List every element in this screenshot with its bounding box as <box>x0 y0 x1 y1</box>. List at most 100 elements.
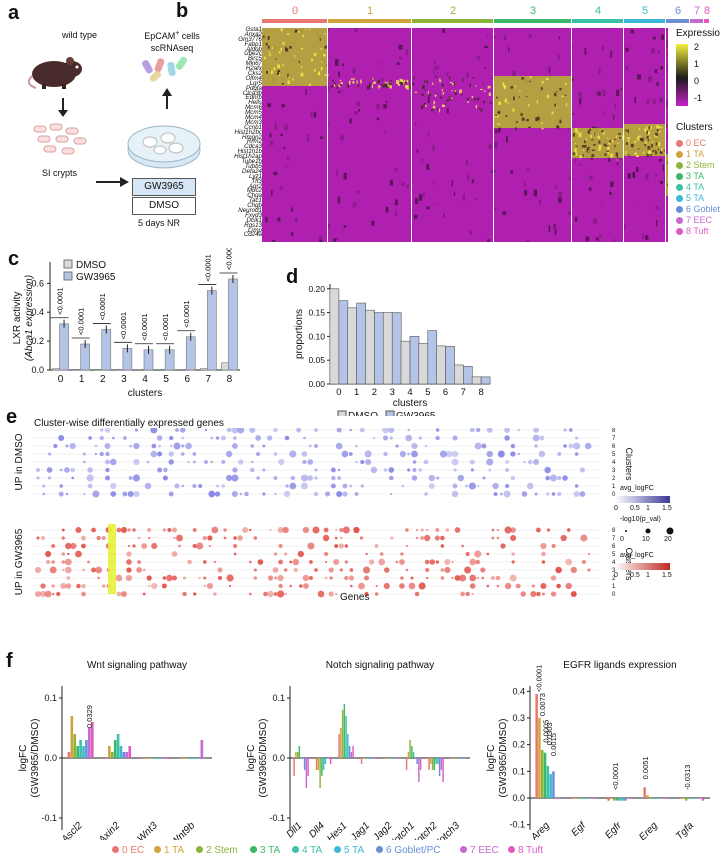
dotplot-dot <box>198 484 203 488</box>
dotplot-dot <box>482 476 486 480</box>
heatmap-texture <box>558 197 562 203</box>
legend-gw3965-swatch <box>63 271 73 281</box>
logfc-bar <box>682 798 685 799</box>
heatmap-texture <box>627 139 630 142</box>
dotplot-dot <box>65 583 72 589</box>
heatmap-texture <box>478 108 482 110</box>
heatmap-texture <box>587 150 590 152</box>
dotplot-dot <box>451 560 454 564</box>
dotplot-dot <box>411 475 418 481</box>
dotplot-dot <box>87 483 93 489</box>
dotplot-dot <box>83 492 86 496</box>
heatmap-texture <box>426 80 429 84</box>
heatmap-texture <box>270 69 274 74</box>
p-value-label: 0.0329 <box>85 705 94 728</box>
dotplot-dot <box>408 582 416 590</box>
cluster-legend-item: 0 EC <box>112 845 144 856</box>
heatmap-texture <box>448 96 452 101</box>
heatmap-texture <box>505 135 508 143</box>
dotplot-dot <box>299 584 303 588</box>
legend-gw3965-swatch <box>385 410 395 416</box>
dotplot-dot <box>334 544 339 548</box>
dotplot-dot <box>505 468 509 472</box>
dotplot-row-label: 0 <box>612 592 616 598</box>
logfc-bar <box>541 750 544 798</box>
logfc-bar <box>142 758 146 759</box>
dotplot-dot <box>51 584 55 588</box>
heatmap-texture <box>642 233 644 240</box>
dotplot-dot <box>120 591 127 597</box>
dotplot-dot <box>226 474 233 482</box>
subplot-title: Notch signaling pathway <box>326 660 434 671</box>
heatmap-texture <box>399 81 402 84</box>
cluster-legend-label: 2 Stem <box>206 845 238 856</box>
dotplot-dot <box>99 435 104 441</box>
heatmap-texture <box>308 28 311 31</box>
heatmap-texture <box>666 53 668 58</box>
dotplot-dot <box>300 474 308 482</box>
heatmap-texture <box>627 137 631 140</box>
dotplot-dot <box>277 526 284 534</box>
heatmap-texture <box>302 34 304 38</box>
dotplot-dot <box>362 566 371 574</box>
dotplot-dot <box>428 474 435 482</box>
dotplot-dot <box>132 474 141 482</box>
heatmap-texture <box>461 93 463 96</box>
p-value-label: <0.0001 <box>203 254 212 281</box>
dotplot-dot <box>156 435 163 441</box>
cluster-legend-label: 2 Stem <box>686 160 715 170</box>
logfc-bar <box>119 746 123 758</box>
dotplot-dot <box>257 559 264 565</box>
dotplot-dot <box>273 592 278 596</box>
heatmap-texture <box>434 94 437 97</box>
heatmap-gene-label: Tubb5 <box>244 162 262 170</box>
dotplot-dot <box>439 450 447 458</box>
dotplot-dot <box>82 452 86 456</box>
y-tick-label: 0.2 <box>512 740 525 750</box>
logfc-bar <box>395 758 398 759</box>
p-value-label: <0.0001 <box>56 287 65 314</box>
heatmap-texture <box>488 92 491 96</box>
logfc-bar <box>442 758 444 782</box>
dotplot-dot <box>273 476 278 480</box>
logfc-bar <box>414 758 417 759</box>
heatmap-texture <box>385 83 388 88</box>
heatmap-gene-label: Fabp1 <box>244 40 262 48</box>
logfc-bar <box>450 758 453 759</box>
heatmap-texture <box>336 85 339 90</box>
dotplot-dot <box>66 576 71 580</box>
expression-scale-tick: 0 <box>694 76 700 86</box>
heatmap-texture <box>508 47 510 52</box>
heatmap-texture <box>647 76 652 83</box>
dotplot-dot <box>129 444 133 448</box>
dotplot-row-label: 7 <box>612 436 616 442</box>
dotplot-dot <box>81 591 86 597</box>
dotplot-dot <box>47 476 52 480</box>
heatmap-texture <box>616 89 620 97</box>
dotplot-dot <box>469 574 477 582</box>
heatmap-texture <box>336 237 339 240</box>
dotplot-dot <box>289 560 293 564</box>
dotplot-dot <box>382 428 389 434</box>
logfc-bar <box>317 758 320 770</box>
heatmap-texture <box>602 130 605 135</box>
logfc-bar <box>163 758 166 759</box>
heatmap-texture <box>535 117 538 122</box>
dotplot-dot <box>521 491 528 497</box>
dotplot-dot <box>370 466 378 474</box>
dotplot-dot <box>253 536 258 540</box>
avg-logfc-red-ticks: 0 0.5 1 1.5 <box>614 572 684 582</box>
proportions-chart: 0.000.050.100.150.200 1 2 3 4 5 6 7 8clusterspro… <box>294 284 491 416</box>
dotplot-dot <box>486 428 493 433</box>
dotplot-dot <box>324 560 328 564</box>
dotplot-dot <box>302 459 307 465</box>
x-tick-label: 7 <box>461 387 466 398</box>
heatmap-texture <box>625 142 628 145</box>
heatmap-texture <box>582 149 585 151</box>
dotplot-dot <box>94 444 98 448</box>
heatmap-texture <box>502 211 507 215</box>
logfc-bar <box>85 740 88 758</box>
dotplot-dot <box>142 592 146 596</box>
dotplot-dot <box>407 468 411 472</box>
heatmap-texture <box>526 240 530 242</box>
